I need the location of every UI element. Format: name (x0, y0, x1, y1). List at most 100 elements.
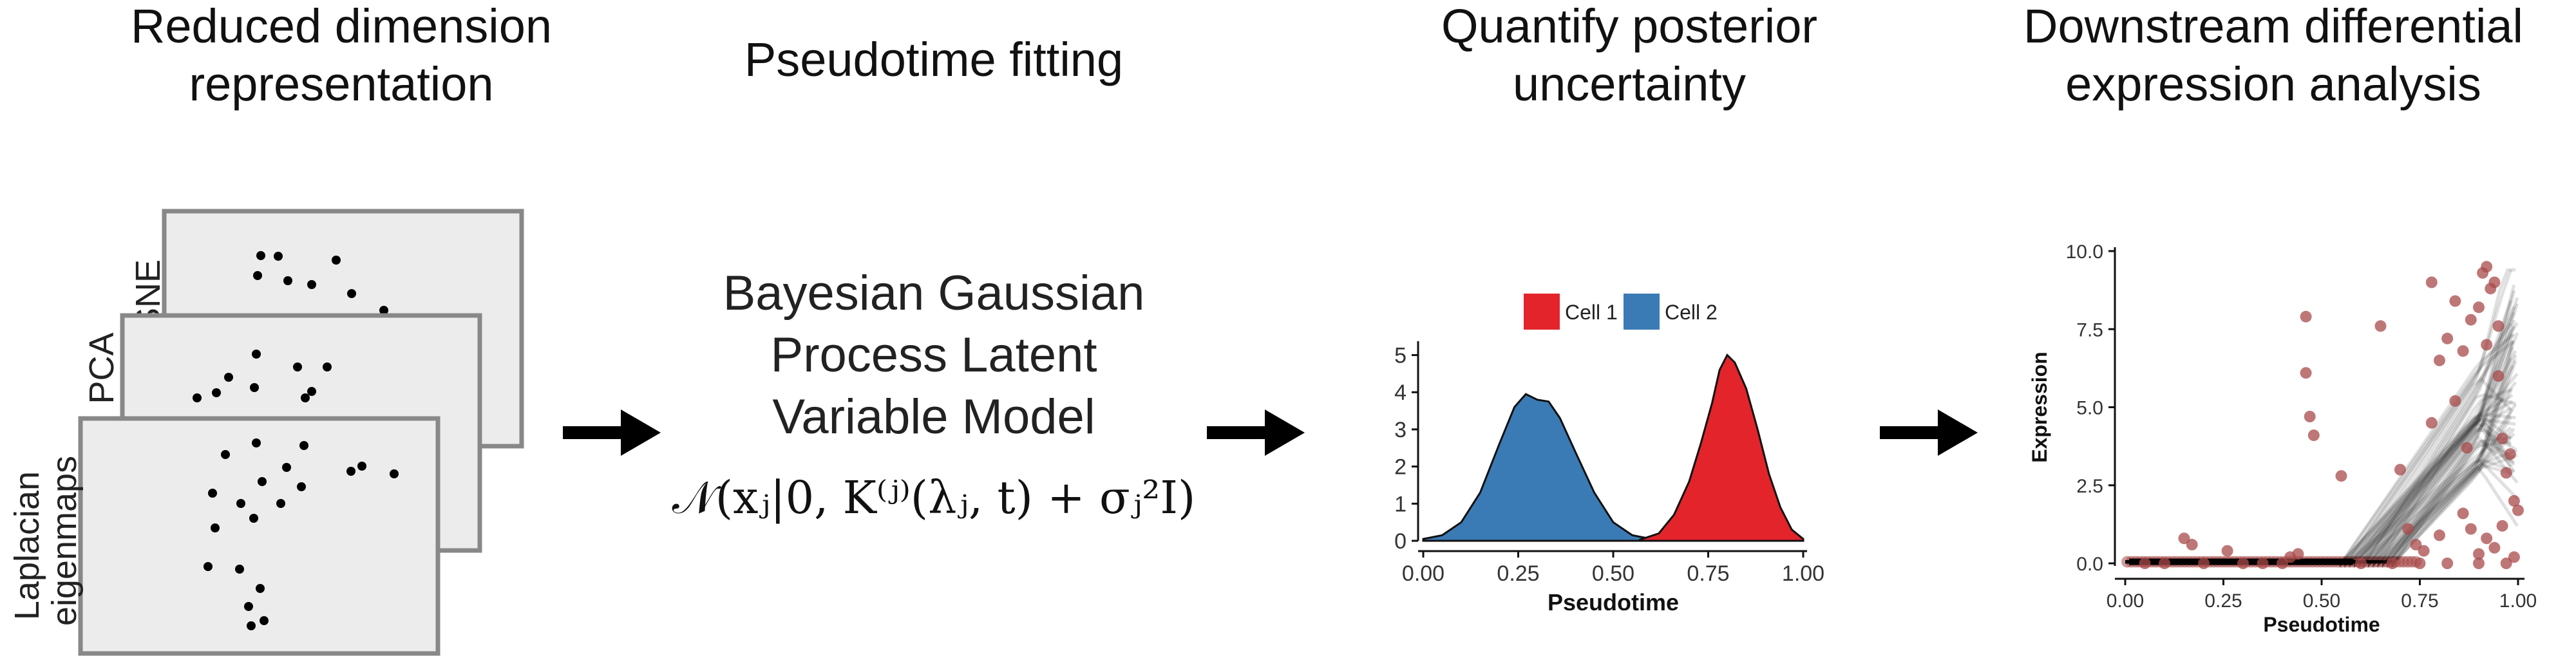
data-point (2492, 370, 2505, 382)
trend-curve (2125, 346, 2514, 567)
data-point (2434, 354, 2445, 366)
data-point (2481, 261, 2493, 273)
title-line: Pseudotime fitting (744, 33, 1124, 86)
data-point (2139, 558, 2151, 569)
trend-curve (2125, 412, 2512, 568)
laplacian-label: Laplacian eigenmaps (8, 456, 84, 626)
tsne-points (253, 251, 388, 315)
data-point (2500, 467, 2512, 479)
data-point (2277, 558, 2288, 569)
trend-curve (2125, 426, 2512, 567)
trend-curve (2125, 360, 2517, 567)
trend-curve (2125, 393, 2516, 569)
legend-swatch (1524, 294, 1560, 330)
data-point (2434, 529, 2445, 541)
data-point (2512, 504, 2524, 516)
trend-curve (2125, 297, 2519, 568)
y-tick-label: 0.0 (2076, 554, 2103, 575)
data-point (2307, 429, 2320, 442)
y-tick-label: 5 (1394, 344, 1406, 368)
y-axis-label: Expression (2028, 352, 2051, 463)
data-point (2492, 320, 2505, 332)
trend-curve (2125, 411, 2513, 568)
data-point (2465, 523, 2477, 535)
legend-swatch (1624, 294, 1660, 330)
laplacian-points (204, 438, 399, 630)
laplacian-label-line2: eigenmaps (45, 456, 84, 626)
title-line: expression analysis (2065, 57, 2481, 111)
trend-curves (2125, 268, 2519, 569)
x-tick-label: 0.00 (2107, 590, 2144, 612)
y-tick-label: 5.0 (2076, 398, 2103, 419)
x-tick-label: 0.50 (1592, 561, 1634, 586)
trend-curve (2125, 339, 2514, 568)
trend-curve (2125, 339, 2515, 568)
trend-curve (2125, 463, 2514, 568)
y-tick-label: 4 (1394, 380, 1406, 405)
data-point (2441, 332, 2454, 344)
density-chart: 0 1 2 3 4 5 0.00 0.25 0.50 0.75 1.00 Pseudotime Cell… (1394, 294, 1824, 615)
trend-curve (2125, 453, 2518, 568)
data-point (2418, 545, 2430, 557)
trend-curve (2125, 326, 2516, 568)
trend-curve (2125, 372, 2519, 568)
data-point (2449, 395, 2461, 407)
trend-curve (2125, 312, 2516, 569)
trend-curve (2125, 432, 2515, 568)
data-point (2159, 558, 2170, 569)
arrow-right-icon (1880, 409, 1978, 456)
trend-curve (2125, 341, 2514, 568)
trend-curve (2125, 306, 2516, 569)
data-point (2504, 448, 2516, 460)
model-name: Bayesian Gaussian Process Latent Variabl… (670, 263, 1198, 448)
trend-curve (2125, 442, 2515, 568)
trend-curve (2125, 322, 2513, 569)
data-point (2508, 495, 2520, 507)
data-point (2500, 558, 2512, 569)
density-area-cell-1 (1638, 353, 1804, 542)
step-title-differential: Downstream differential expression analy… (1971, 0, 2576, 113)
trend-curve (2125, 416, 2515, 568)
y-tick-label: 3 (1394, 418, 1406, 442)
data-point (2473, 558, 2485, 569)
data-point (2414, 558, 2426, 569)
laplacian-label-line1: Laplacian (8, 471, 46, 620)
y-tick-label: 0 (1394, 529, 1406, 554)
trend-curve (2125, 457, 2519, 567)
data-point (2186, 538, 2198, 550)
trend-curve (2125, 415, 2513, 568)
trend-curve (2125, 389, 2513, 567)
trend-curve (2125, 424, 2512, 568)
arrow-right-icon (563, 409, 661, 456)
data-point (2178, 532, 2190, 545)
data-point (2461, 442, 2473, 454)
data-point (2473, 548, 2485, 560)
trend-curve (2125, 354, 2517, 567)
trend-curve (2125, 448, 2518, 568)
trend-curve (2125, 435, 2519, 568)
trend-curve (2125, 364, 2514, 568)
x-tick-label: 0.25 (1497, 561, 1539, 586)
data-point (2292, 548, 2304, 560)
title-line: Quantify posterior (1441, 0, 1818, 53)
trend-curve (2125, 290, 2516, 568)
x-tick-label: 1.00 (1782, 561, 1824, 586)
step-title-pseudotime: Pseudotime fitting (644, 31, 1224, 89)
data-point (2355, 558, 2367, 569)
trend-curve (2125, 333, 2515, 569)
trend-curve (2125, 440, 2512, 568)
representation-panels: t-SNE PCA Laplacian eigenmaps (8, 209, 524, 656)
trend-curve (2125, 393, 2514, 568)
trend-curve (2125, 381, 2517, 568)
trend-curve (2125, 458, 2515, 567)
trend-curve (2125, 428, 2517, 568)
data-point (2394, 464, 2406, 476)
data-point (2473, 301, 2485, 314)
data-point (2300, 310, 2312, 323)
trend-curve (2125, 413, 2516, 568)
data-point (2335, 470, 2347, 482)
title-line: representation (189, 57, 494, 111)
pca-points (193, 350, 332, 402)
trend-curve (2125, 388, 2514, 569)
model-name-line: Bayesian Gaussian (723, 266, 1145, 321)
